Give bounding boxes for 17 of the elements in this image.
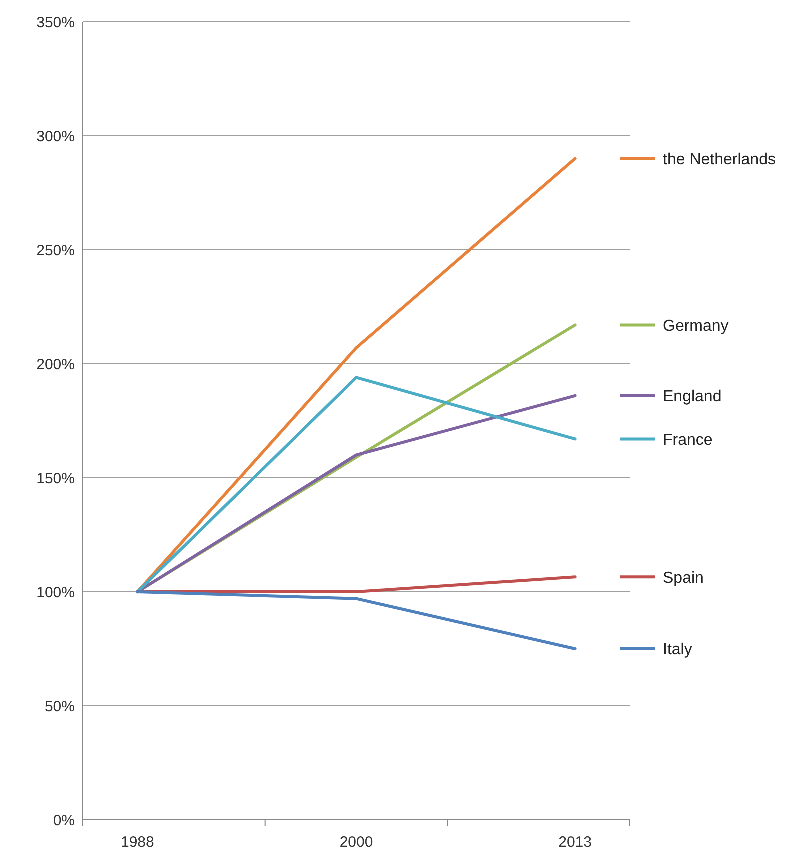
x-tick-label: 1988: [121, 834, 154, 851]
y-tick-label: 200%: [36, 356, 75, 374]
x-tick-label: 2013: [558, 834, 592, 851]
legend-label: England: [663, 388, 722, 406]
y-tick-label: 50%: [44, 698, 75, 716]
legend-label: the Netherlands: [663, 151, 776, 168]
y-tick-label: 350%: [36, 14, 75, 32]
y-tick-label: 250%: [36, 242, 75, 260]
legend-label: France: [663, 432, 713, 449]
y-tick-label: 150%: [36, 470, 75, 488]
x-tick-label: 2000: [340, 834, 374, 851]
y-tick-label: 100%: [36, 584, 75, 602]
legend-label: Germany: [663, 318, 729, 335]
y-tick-label: 0%: [53, 812, 75, 830]
legend-label: Italy: [663, 642, 692, 659]
y-tick-label: 300%: [36, 128, 75, 146]
legend-label: Spain: [663, 570, 704, 587]
